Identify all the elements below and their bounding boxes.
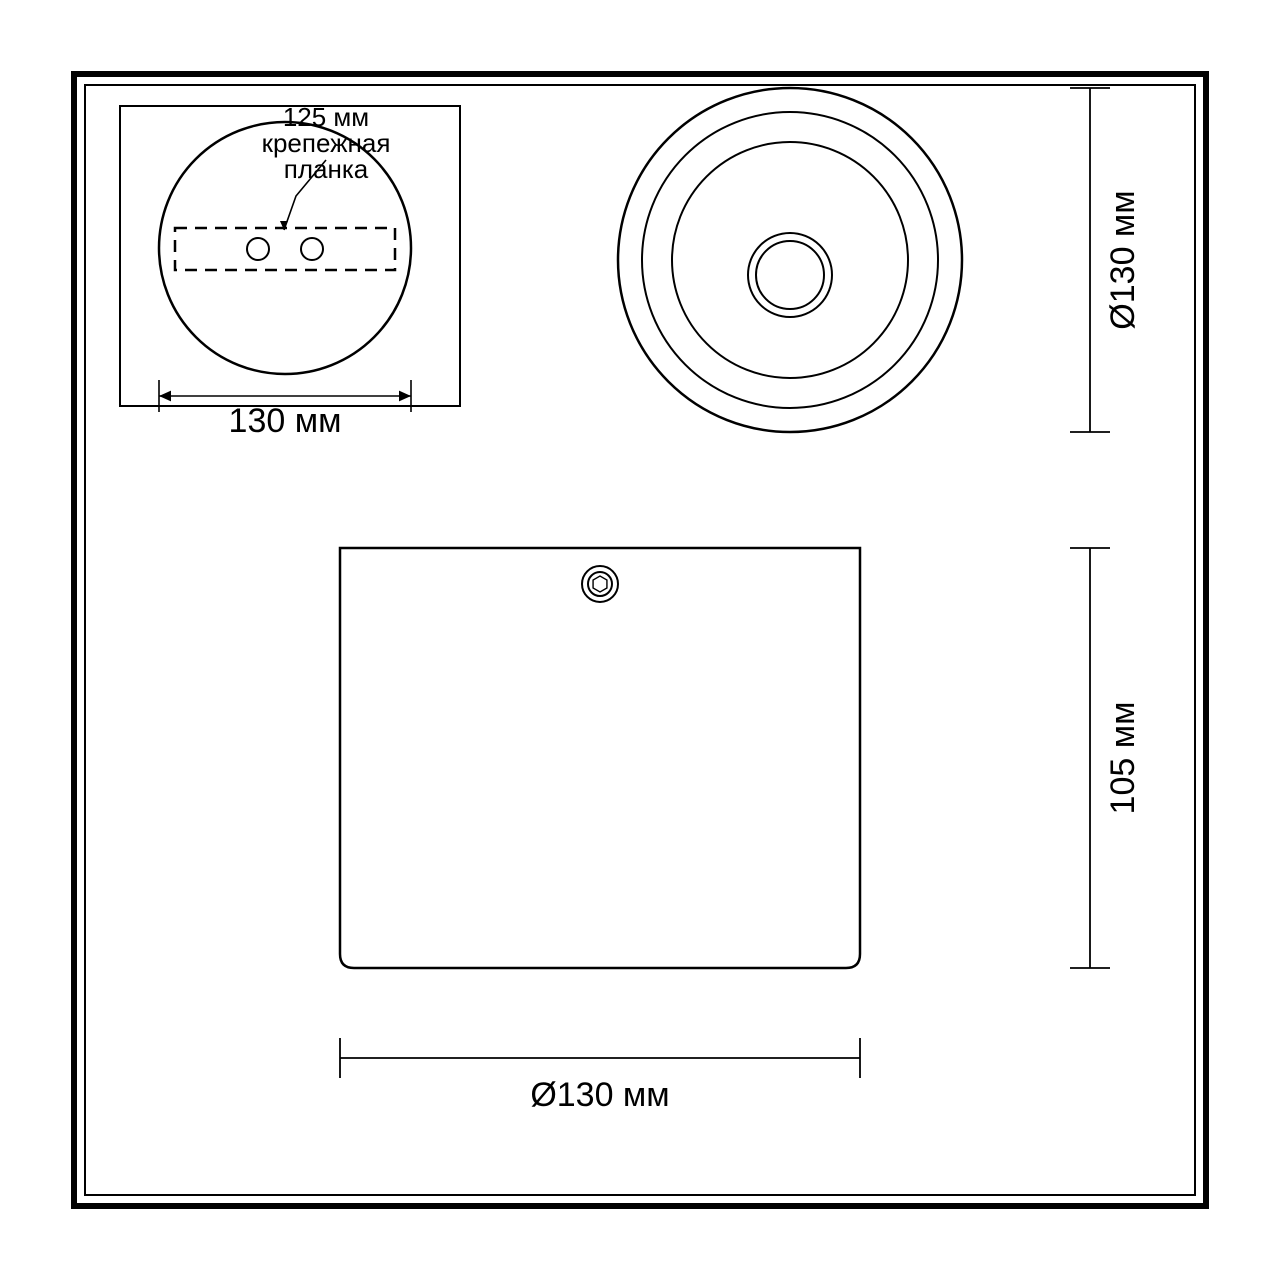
- side-screw-hex: [593, 576, 607, 592]
- dim-top-diameter: Ø130 мм: [1070, 88, 1142, 432]
- top-inner-disc: [672, 142, 908, 378]
- side-body-outline: [340, 548, 860, 968]
- top-hub-outer: [748, 233, 832, 317]
- dim-label: Ø130 мм: [530, 1076, 669, 1114]
- frame-inner: [85, 85, 1195, 1195]
- dim-label: 130 мм: [229, 402, 342, 440]
- mount-hole: [247, 238, 269, 260]
- top-outer-ring: [618, 88, 962, 432]
- technical-drawing: 125 мм крепежная планка 130 мм Ø130 мм: [0, 0, 1280, 1280]
- dim-side-width: Ø130 мм: [340, 1038, 860, 1114]
- bracket-sublabel: планка: [284, 154, 369, 184]
- dim-arrowhead: [159, 391, 171, 402]
- dim-label: Ø130 мм: [1104, 190, 1142, 329]
- dim-mount-diameter: 130 мм: [159, 380, 411, 440]
- top-view: Ø130 мм: [618, 88, 1142, 432]
- mount-bracket-dashed: [175, 228, 395, 270]
- frame-outer: [74, 74, 1206, 1206]
- top-hub-inner: [756, 241, 824, 309]
- dim-side-height: 105 мм: [1070, 548, 1142, 968]
- dim-label: 105 мм: [1104, 702, 1142, 815]
- top-outer-ring-inner: [642, 112, 938, 408]
- side-view: Ø130 мм 105 мм: [340, 548, 1142, 1114]
- dim-arrowhead: [399, 391, 411, 402]
- mount-hole: [301, 238, 323, 260]
- mount-plate-view: 125 мм крепежная планка 130 мм: [120, 102, 460, 440]
